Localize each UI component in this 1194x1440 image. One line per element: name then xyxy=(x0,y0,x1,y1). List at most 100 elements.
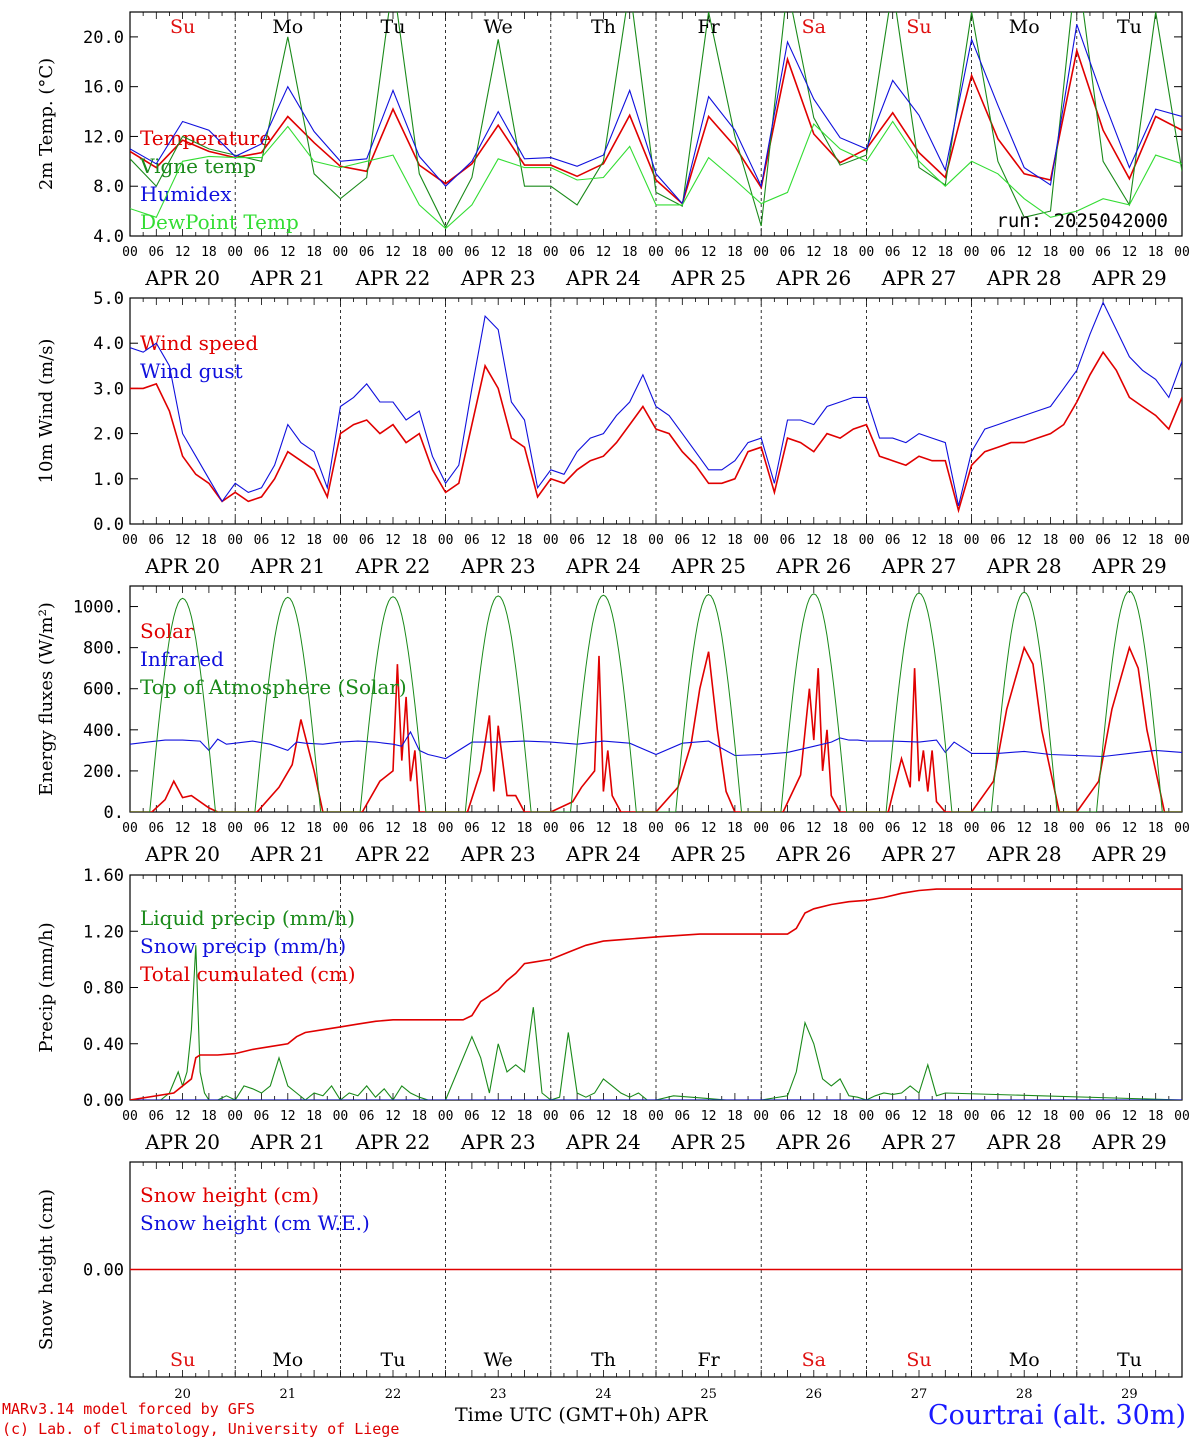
precip-hour-label: 12 xyxy=(701,1109,717,1124)
day-label-bottom: Tu xyxy=(381,1349,406,1371)
precip-date-label: APR 22 xyxy=(355,1130,431,1154)
temp-hour-label: 12 xyxy=(175,245,191,260)
energy-hour-label: 12 xyxy=(1122,821,1138,836)
precip-hour-label: 06 xyxy=(359,1109,375,1124)
precip-hour-label: 18 xyxy=(622,1109,638,1124)
wind-hour-label: 12 xyxy=(1016,533,1032,548)
wind-hour-label: 12 xyxy=(175,533,191,548)
precip-hour-label: 06 xyxy=(885,1109,901,1124)
wind-hour-label: 18 xyxy=(1043,533,1059,548)
precip-hour-label: 06 xyxy=(780,1109,796,1124)
energy-series-top-of-atmosphere xyxy=(866,592,972,812)
temp-hour-label: 12 xyxy=(806,245,822,260)
temp-date-label: APR 23 xyxy=(460,266,536,290)
temp-date-label: APR 21 xyxy=(249,266,325,290)
energy-ytick-label: 800. xyxy=(83,639,124,659)
precip-hour-label: 18 xyxy=(1148,1109,1164,1124)
wind-hour-label: 18 xyxy=(937,533,953,548)
temp-hour-label: 12 xyxy=(280,245,296,260)
temp-date-label: APR 25 xyxy=(670,266,746,290)
day-number: 20 xyxy=(174,1387,191,1402)
energy-series-top-of-atmosphere xyxy=(340,596,446,812)
energy-series-top-of-atmosphere xyxy=(761,593,867,812)
precip-hour-label: 12 xyxy=(1122,1109,1138,1124)
station-name: Courtrai (alt. 30m) xyxy=(927,1400,1186,1431)
temp-date-label: APR 22 xyxy=(355,266,431,290)
energy-hour-label: 18 xyxy=(306,821,322,836)
energy-hour-label: 18 xyxy=(1043,821,1059,836)
energy-hour-label: 12 xyxy=(911,821,927,836)
day-number: 27 xyxy=(911,1387,928,1402)
wind-date-label: APR 25 xyxy=(670,554,746,578)
precip-hour-label: 06 xyxy=(674,1109,690,1124)
wind-ytick-label: 1.0 xyxy=(93,470,124,490)
temp-legend-humidex: Humidex xyxy=(140,182,232,206)
temp-hour-label: 00 xyxy=(438,245,454,260)
temp-hour-label: 00 xyxy=(543,245,559,260)
precip-date-label: APR 23 xyxy=(460,1130,536,1154)
energy-hour-label: 06 xyxy=(674,821,690,836)
day-label-top: Su xyxy=(906,16,931,38)
energy-date-label: APR 29 xyxy=(1091,842,1167,866)
day-label-top: Tu xyxy=(1117,16,1142,38)
energy-hour-label: 00 xyxy=(333,821,349,836)
temp-ylabel: 2m Temp. (°C) xyxy=(36,58,57,190)
precip-hour-label: 18 xyxy=(727,1109,743,1124)
temp-series-dewpoint-temp xyxy=(130,120,1182,230)
wind-hour-label: 00 xyxy=(753,533,769,548)
precip-hour-label: 12 xyxy=(806,1109,822,1124)
day-number: 24 xyxy=(595,1387,612,1402)
energy-hour-label: 12 xyxy=(385,821,401,836)
precip-hour-label: 06 xyxy=(148,1109,164,1124)
wind-hour-label: 18 xyxy=(1148,533,1164,548)
temp-hour-label: 18 xyxy=(832,245,848,260)
day-label-bottom: Su xyxy=(170,1349,195,1371)
temp-hour-label: 00 xyxy=(964,245,980,260)
wind-hour-label: 06 xyxy=(780,533,796,548)
temp-series-humidex xyxy=(130,24,1182,205)
energy-hour-label: 18 xyxy=(201,821,217,836)
temp-date-label: APR 26 xyxy=(775,266,851,290)
energy-ytick-label: 400. xyxy=(83,721,124,741)
temp-hour-label: 06 xyxy=(885,245,901,260)
x-axis-title: Time UTC (GMT+0h) APR xyxy=(455,1404,708,1426)
energy-hour-label: 12 xyxy=(490,821,506,836)
wind-hour-label: 12 xyxy=(280,533,296,548)
temp-hour-label: 06 xyxy=(780,245,796,260)
temp-hour-label: 12 xyxy=(1122,245,1138,260)
precip-hour-label: 12 xyxy=(596,1109,612,1124)
precip-ytick-label: 0.40 xyxy=(83,1035,124,1055)
wind-hour-label: 06 xyxy=(569,533,585,548)
energy-hour-label: 18 xyxy=(937,821,953,836)
precip-hour-label: 06 xyxy=(990,1109,1006,1124)
energy-hour-label: 00 xyxy=(859,821,875,836)
wind-hour-label: 12 xyxy=(806,533,822,548)
temp-hour-label: 12 xyxy=(385,245,401,260)
energy-hour-label: 12 xyxy=(280,821,296,836)
energy-hour-label: 06 xyxy=(464,821,480,836)
day-label-bottom: Fr xyxy=(697,1349,720,1371)
wind-hour-label: 12 xyxy=(701,533,717,548)
temp-hour-label: 12 xyxy=(490,245,506,260)
day-number: 25 xyxy=(700,1387,717,1402)
energy-hour-label: 12 xyxy=(806,821,822,836)
precip-hour-label: 00 xyxy=(648,1109,664,1124)
wind-hour-label: 06 xyxy=(674,533,690,548)
temp-legend-temperature: Temperature xyxy=(140,126,271,150)
energy-series-top-of-atmosphere xyxy=(971,591,1077,812)
wind-date-label: APR 28 xyxy=(986,554,1062,578)
precip-legend-liquid-precip-mm-h: Liquid precip (mm/h) xyxy=(140,906,355,930)
day-label-top: Tu xyxy=(381,16,406,38)
wind-date-label: APR 22 xyxy=(355,554,431,578)
energy-hour-label: 06 xyxy=(780,821,796,836)
precip-hour-label: 18 xyxy=(411,1109,427,1124)
wind-hour-label: 00 xyxy=(859,533,875,548)
day-label-bottom: We xyxy=(484,1349,513,1371)
precip-legend-snow-precip-mm-h: Snow precip (mm/h) xyxy=(140,934,346,958)
wind-hour-label: 06 xyxy=(885,533,901,548)
energy-hour-label: 18 xyxy=(411,821,427,836)
temp-hour-label: 18 xyxy=(517,245,533,260)
energy-hour-label: 00 xyxy=(1069,821,1085,836)
snow-ytick-label: 0.00 xyxy=(83,1261,124,1281)
energy-hour-label: 18 xyxy=(1148,821,1164,836)
